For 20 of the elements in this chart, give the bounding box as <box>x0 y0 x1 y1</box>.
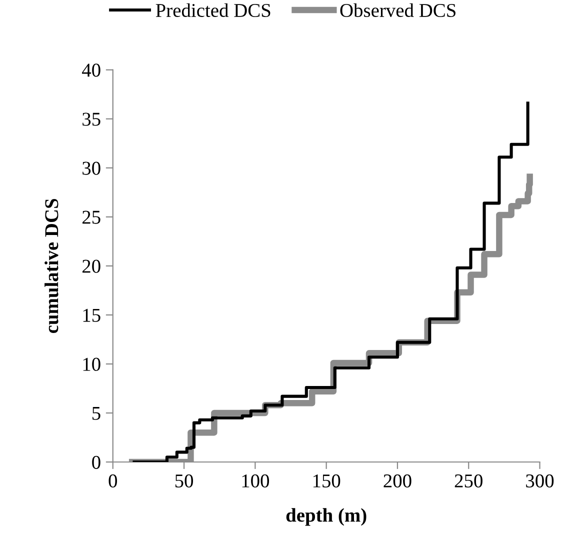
y-tick-label: 15 <box>83 308 100 322</box>
y-tick-label: 5 <box>92 406 100 420</box>
y-axis-title: cumulative DCS <box>44 198 58 334</box>
x-tick-label: 50 <box>175 474 194 488</box>
y-tick-label: 10 <box>83 358 100 371</box>
x-axis-title: depth (m) <box>286 508 366 526</box>
y-tick-label: 35 <box>82 112 100 126</box>
x-tick-label: 100 <box>242 474 270 488</box>
x-tick-label: 0 <box>108 474 117 488</box>
x-tick-label: 300 <box>526 474 554 488</box>
y-tick-label: 25 <box>82 210 100 224</box>
legend-label: Observed DCS <box>340 3 456 18</box>
x-tick-label: 200 <box>384 474 412 488</box>
x-tick-label: 250 <box>454 474 482 488</box>
y-tick-label: 20 <box>82 260 100 273</box>
y-tick-label: 30 <box>82 162 100 175</box>
y-tick-label: 40 <box>82 64 100 77</box>
x-tick-label: 150 <box>313 474 340 488</box>
legend-label: Predicted DCS <box>156 3 270 18</box>
y-tick-label: 0 <box>92 456 100 469</box>
